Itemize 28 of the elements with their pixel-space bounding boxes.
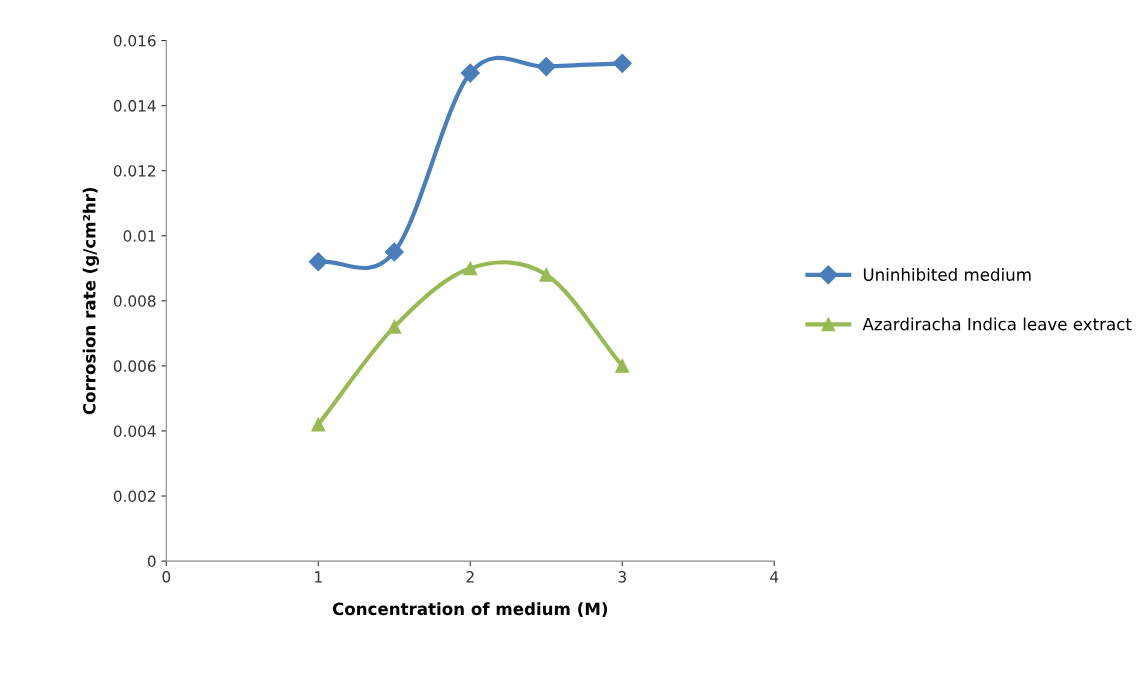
point	[460, 63, 480, 83]
point	[463, 261, 478, 276]
y-tick-label: 0.014	[113, 100, 156, 112]
point	[612, 53, 632, 73]
y-tick-label: 0.012	[113, 165, 156, 177]
point	[615, 358, 630, 373]
legend-label: Uninhibited medium	[863, 268, 1031, 281]
y-tick-label: 0.008	[113, 295, 156, 307]
point	[308, 252, 328, 272]
y-tick-label: 0	[147, 555, 156, 568]
point	[539, 267, 554, 282]
y-tick-label: 0.01	[123, 230, 156, 242]
y-tick-label: 0.016	[113, 35, 156, 47]
y-tick-label: 0.006	[113, 360, 156, 372]
point	[384, 242, 404, 262]
y-tick-label: 0.002	[113, 490, 156, 503]
point	[311, 417, 326, 432]
point	[536, 57, 556, 77]
y-tick-label: 0.004	[113, 425, 156, 437]
legend-label: Azardiracha Indica leave extract	[862, 317, 1132, 331]
point	[387, 319, 402, 334]
x-tick-label: 0	[162, 571, 171, 583]
x-tick-label: 4	[770, 571, 779, 583]
x-tick-label: 1	[315, 571, 322, 583]
y-axis-title: Corrosion rate (g/cm²hr)	[82, 187, 99, 415]
x-tick-label: 2	[466, 571, 474, 583]
x-axis-title: Concentration of medium (M)	[332, 602, 608, 618]
x-tick-label: 3	[618, 571, 626, 583]
